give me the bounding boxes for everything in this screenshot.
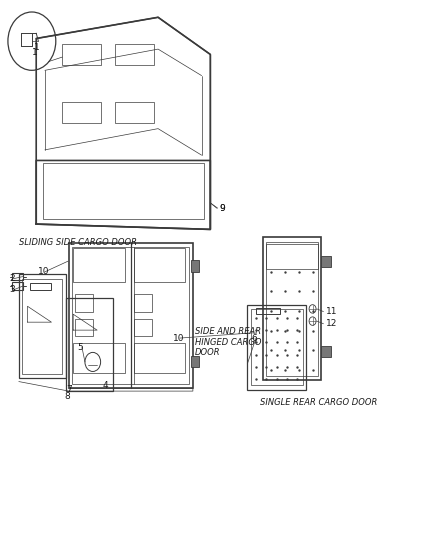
Text: 1: 1 bbox=[34, 43, 40, 52]
Bar bbox=[247, 305, 306, 390]
Text: 6: 6 bbox=[252, 334, 258, 343]
Bar bbox=[73, 248, 124, 282]
Text: 10: 10 bbox=[173, 334, 185, 343]
Bar bbox=[62, 102, 102, 123]
Bar bbox=[62, 44, 102, 65]
Text: 10: 10 bbox=[39, 268, 50, 276]
Bar bbox=[191, 356, 198, 367]
Bar bbox=[73, 343, 124, 373]
Bar bbox=[115, 44, 154, 65]
Text: 1: 1 bbox=[32, 49, 38, 58]
Text: 4: 4 bbox=[102, 381, 108, 390]
Bar bbox=[69, 243, 193, 389]
Bar bbox=[321, 256, 331, 266]
Text: 12: 12 bbox=[325, 319, 337, 328]
Text: 8: 8 bbox=[64, 392, 70, 401]
Text: 11: 11 bbox=[325, 307, 337, 316]
Bar bbox=[262, 237, 321, 381]
Text: 3: 3 bbox=[9, 285, 15, 294]
Bar bbox=[115, 102, 154, 123]
Bar bbox=[43, 163, 204, 219]
Bar bbox=[256, 308, 280, 314]
Bar bbox=[134, 319, 152, 336]
Bar bbox=[30, 284, 51, 290]
Text: 9: 9 bbox=[219, 204, 225, 213]
Bar bbox=[66, 298, 113, 391]
Bar bbox=[266, 241, 318, 376]
Bar bbox=[321, 346, 331, 357]
Bar bbox=[19, 274, 66, 378]
Bar bbox=[12, 273, 23, 280]
Bar bbox=[74, 294, 93, 312]
Bar bbox=[134, 248, 185, 282]
Text: SLIDING SIDE CARGO DOOR: SLIDING SIDE CARGO DOOR bbox=[19, 238, 137, 247]
Bar bbox=[134, 343, 185, 373]
Text: 5: 5 bbox=[78, 343, 83, 352]
Text: SINGLE REAR CARGO DOOR: SINGLE REAR CARGO DOOR bbox=[260, 398, 378, 407]
Text: 7: 7 bbox=[66, 385, 71, 394]
Bar bbox=[72, 247, 189, 384]
Bar bbox=[191, 260, 198, 272]
Text: 2: 2 bbox=[9, 274, 15, 283]
Bar bbox=[134, 294, 152, 312]
Bar bbox=[22, 279, 62, 374]
Bar bbox=[74, 319, 93, 336]
Text: 9: 9 bbox=[220, 204, 226, 213]
Bar bbox=[12, 282, 23, 290]
Bar bbox=[251, 309, 303, 385]
Text: SIDE AND REAR
HINGED CARGO
DOOR: SIDE AND REAR HINGED CARGO DOOR bbox=[195, 327, 261, 357]
Bar bbox=[265, 244, 318, 269]
